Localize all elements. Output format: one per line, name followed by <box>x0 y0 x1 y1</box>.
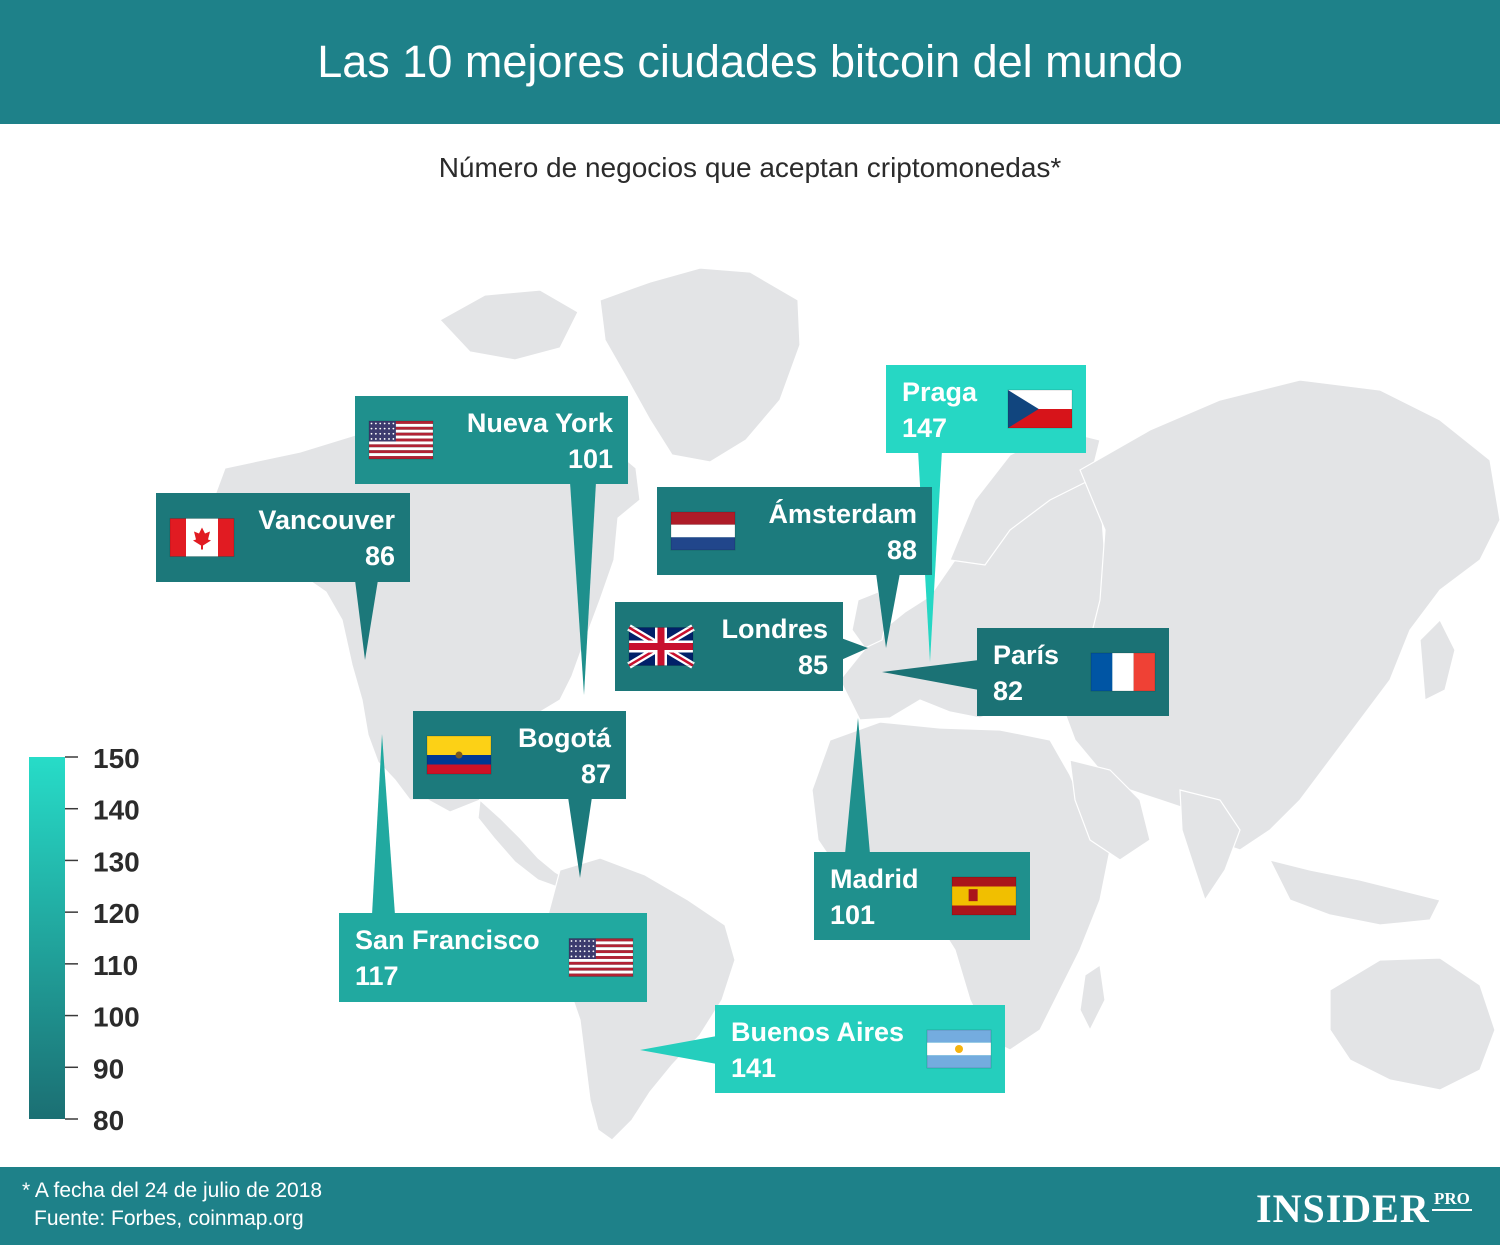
legend-tick-label: 120 <box>93 898 140 929</box>
callout-pointer <box>640 1036 717 1064</box>
source-note: Fuente: Forbes, coinmap.org <box>34 1207 304 1230</box>
colombia-flag-icon <box>426 735 492 775</box>
city-value: 88 <box>887 535 917 565</box>
legend-tick-label: 140 <box>93 795 140 826</box>
usa-flag-icon <box>368 420 434 460</box>
footnote: * A fecha del 24 de julio de 2018 <box>22 1179 323 1202</box>
city-name: París <box>993 640 1059 670</box>
land-australia <box>1329 957 1496 1091</box>
city-name: Londres <box>721 614 828 644</box>
city-callout-londres: Londres 85 <box>615 602 868 691</box>
legend-tick-label: 150 <box>93 743 140 774</box>
netherlands-flag-icon <box>670 511 736 551</box>
city-value: 141 <box>731 1053 776 1083</box>
city-callout-nueva-york: Nueva York 101 <box>355 396 628 695</box>
page-title: Las 10 mejores ciudades bitcoin del mund… <box>317 36 1183 87</box>
city-value: 82 <box>993 676 1023 706</box>
city-name: Ámsterdam <box>768 498 917 529</box>
city-name: Madrid <box>830 864 919 894</box>
land-india <box>1179 789 1241 902</box>
czech-flag-icon <box>1007 389 1073 429</box>
callout-pointer <box>876 573 900 648</box>
insider-pro-badge: PRO <box>1432 1189 1472 1211</box>
city-callout-san-francisco: San Francisco 117 <box>339 734 647 1002</box>
header-bar: Las 10 mejores ciudades bitcoin del mund… <box>0 0 1500 124</box>
city-callout-vancouver: Vancouver 86 <box>156 493 410 660</box>
callout-pointer <box>845 718 870 854</box>
color-scale-legend: 150 140 130 120 110 100 90 80 <box>29 743 140 1136</box>
land-asia <box>1059 379 1500 851</box>
land-arabia <box>1069 759 1151 861</box>
land-scandinavia <box>949 429 1101 566</box>
land-greenland <box>599 267 801 463</box>
city-callout-buenos-aires: Buenos Aires 141 <box>640 1005 1005 1093</box>
land-central-america <box>477 798 569 889</box>
land-madagascar <box>1079 963 1106 1032</box>
city-name: Buenos Aires <box>731 1017 904 1047</box>
city-callout-madrid: Madrid 101 <box>814 718 1030 940</box>
city-name: San Francisco <box>355 925 540 955</box>
legend-tick-label: 110 <box>93 950 138 981</box>
city-callout-bogota: Bogotá 87 <box>413 711 626 878</box>
legend-tick-label: 130 <box>93 846 140 877</box>
land-southeast-asia <box>1268 859 1441 926</box>
city-value: 117 <box>355 961 399 991</box>
footer-bar: * A fecha del 24 de julio de 2018 Fuente… <box>0 1167 1500 1245</box>
usa-flag-icon <box>568 938 634 977</box>
city-value: 101 <box>568 444 613 474</box>
callout-pointer <box>568 797 592 878</box>
legend-tick-label: 80 <box>93 1105 124 1136</box>
city-callout-amsterdam: Ámsterdam 88 <box>657 487 932 648</box>
city-value: 86 <box>365 541 395 571</box>
legend-tick-label: 90 <box>93 1053 124 1084</box>
city-value: 87 <box>581 759 611 789</box>
land-arctic-islands <box>439 289 579 361</box>
argentina-flag-icon <box>926 1029 992 1069</box>
uk-flag-icon <box>627 624 695 669</box>
land-british-isles <box>851 591 889 649</box>
chart-subtitle: Número de negocios que aceptan criptomon… <box>438 152 1062 183</box>
canada-flag-icon <box>169 518 235 557</box>
city-name: Praga <box>902 377 978 407</box>
city-name: Vancouver <box>258 505 395 535</box>
city-callout-paris: París 82 <box>882 628 1169 716</box>
callout-pointer <box>882 660 979 690</box>
color-scale-ticks: 150 140 130 120 110 100 90 80 <box>65 743 140 1136</box>
city-value: 101 <box>830 900 875 930</box>
callout-pointer <box>372 734 395 915</box>
city-name: Nueva York <box>467 408 614 438</box>
callout-pointer <box>570 482 596 695</box>
city-callout-praga: Praga 147 <box>886 365 1086 662</box>
callout-pointer <box>355 580 378 660</box>
land-japan <box>1419 618 1456 701</box>
callout-pointer <box>841 638 868 660</box>
insider-logo: INSIDER <box>1256 1186 1430 1231</box>
city-name: Bogotá <box>518 723 612 753</box>
city-labels: Praga 147 Nueva York 101 Vancouver 86 Ámsterda… <box>156 365 1169 1093</box>
city-value: 147 <box>902 413 947 443</box>
legend-tick-label: 100 <box>93 1002 140 1033</box>
color-scale-bar <box>29 757 65 1119</box>
spain-flag-icon <box>951 876 1017 916</box>
city-value: 85 <box>798 650 828 680</box>
france-flag-icon <box>1090 652 1156 692</box>
